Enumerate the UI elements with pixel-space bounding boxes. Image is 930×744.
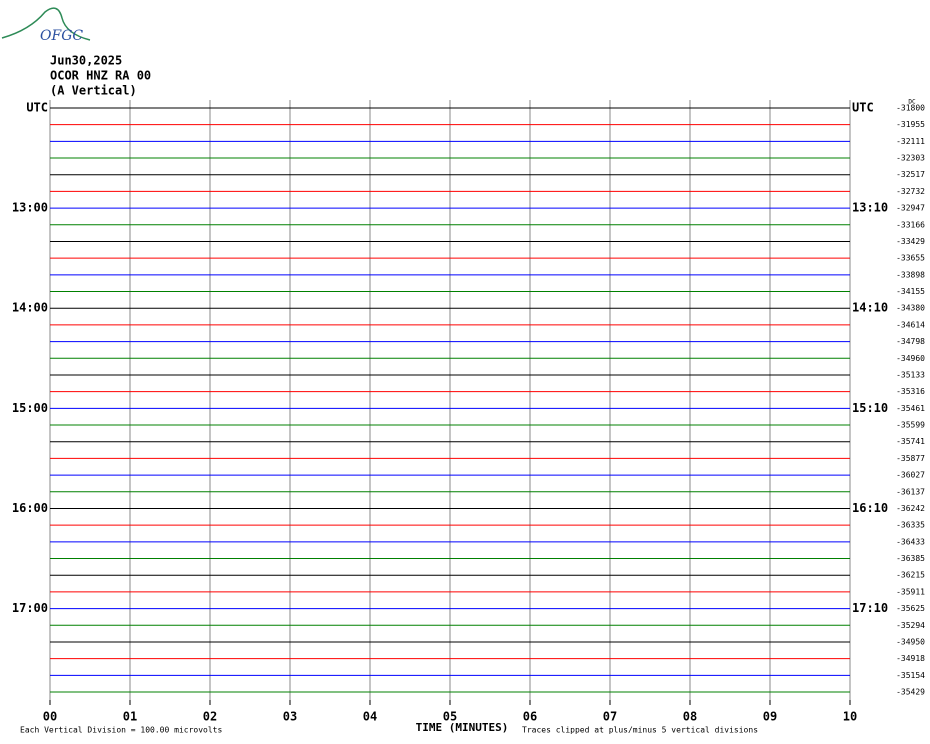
offset-label: -36335 — [896, 521, 925, 530]
x-tick-label: 04 — [363, 710, 377, 724]
x-axis-label: TIME (MINUTES) — [416, 721, 509, 734]
offset-label: -35625 — [896, 604, 925, 613]
time-label-right: 13:10 — [852, 201, 888, 215]
time-label-right: 17:10 — [852, 601, 888, 615]
x-tick-label: 09 — [763, 710, 777, 724]
time-label-left: 16:00 — [12, 501, 48, 515]
offset-label: -35133 — [896, 370, 925, 379]
offset-label: -32303 — [896, 154, 925, 163]
x-tick-label: 10 — [843, 710, 857, 724]
offset-label: -35877 — [896, 454, 925, 463]
x-tick-label: 02 — [203, 710, 217, 724]
note-right: Traces clipped at plus/minus 5 vertical … — [522, 726, 758, 735]
offset-label: -36433 — [896, 537, 925, 546]
offset-label: -32732 — [896, 187, 925, 196]
offset-label: -32517 — [896, 170, 925, 179]
date: Jun30,2025 — [50, 54, 122, 68]
logo-text: OFGC — [40, 28, 83, 44]
offset-label: -34960 — [896, 354, 925, 363]
x-tick-label: 05 — [443, 710, 457, 724]
offset-label: -34798 — [896, 337, 925, 346]
time-label-left: UTC — [26, 101, 48, 115]
component: (A Vertical) — [50, 84, 137, 98]
offset-label: -35741 — [896, 437, 925, 446]
offset-label: -35461 — [896, 404, 925, 413]
offset-label: -33166 — [896, 220, 925, 229]
note-left: Each Vertical Division = 100.00 microvol… — [20, 726, 222, 735]
offset-label: -35294 — [896, 621, 925, 630]
offset-label: -36385 — [896, 554, 925, 563]
time-label-left: 14:00 — [12, 301, 48, 315]
offset-label: -31955 — [896, 120, 925, 129]
offset-label: -32111 — [896, 137, 925, 146]
offset-label: -36242 — [896, 504, 925, 513]
x-tick-label: 00 — [43, 710, 57, 724]
offset-label: -36215 — [896, 571, 925, 580]
dc-label: DC — [908, 99, 916, 106]
time-label-left: 15:00 — [12, 401, 48, 415]
offset-label: -35154 — [896, 671, 925, 680]
offset-label: -33429 — [896, 237, 925, 246]
offset-label: -34155 — [896, 287, 925, 296]
x-tick-label: 07 — [603, 710, 617, 724]
logo-swoosh — [1, 7, 91, 41]
station: OCOR HNZ RA 00 — [50, 69, 151, 83]
offset-label: -35316 — [896, 387, 925, 396]
offset-label: -35599 — [896, 421, 925, 430]
x-tick-label: 01 — [123, 710, 137, 724]
offset-label: -34918 — [896, 654, 925, 663]
offset-label: -34380 — [896, 304, 925, 313]
offset-label: -32947 — [896, 204, 925, 213]
x-tick-label: 06 — [523, 710, 537, 724]
x-tick-label: 03 — [283, 710, 297, 724]
time-label-right: 14:10 — [852, 301, 888, 315]
offset-label: -34950 — [896, 637, 925, 646]
x-tick-label: 08 — [683, 710, 697, 724]
offset-label: -36027 — [896, 471, 925, 480]
time-label-right: 15:10 — [852, 401, 888, 415]
offset-label: -33898 — [896, 270, 925, 279]
time-label-right: UTC — [852, 101, 874, 115]
offset-label: -34614 — [896, 320, 925, 329]
time-label-left: 17:00 — [12, 601, 48, 615]
offset-label: -36137 — [896, 487, 925, 496]
time-label-right: 16:10 — [852, 501, 888, 515]
time-label-left: 13:00 — [12, 201, 48, 215]
logo: OFGC — [1, 7, 91, 44]
offset-label: -35429 — [896, 688, 925, 697]
offset-label: -35911 — [896, 587, 925, 596]
offset-label: -33655 — [896, 254, 925, 263]
offset-label: -31800 — [896, 104, 925, 113]
